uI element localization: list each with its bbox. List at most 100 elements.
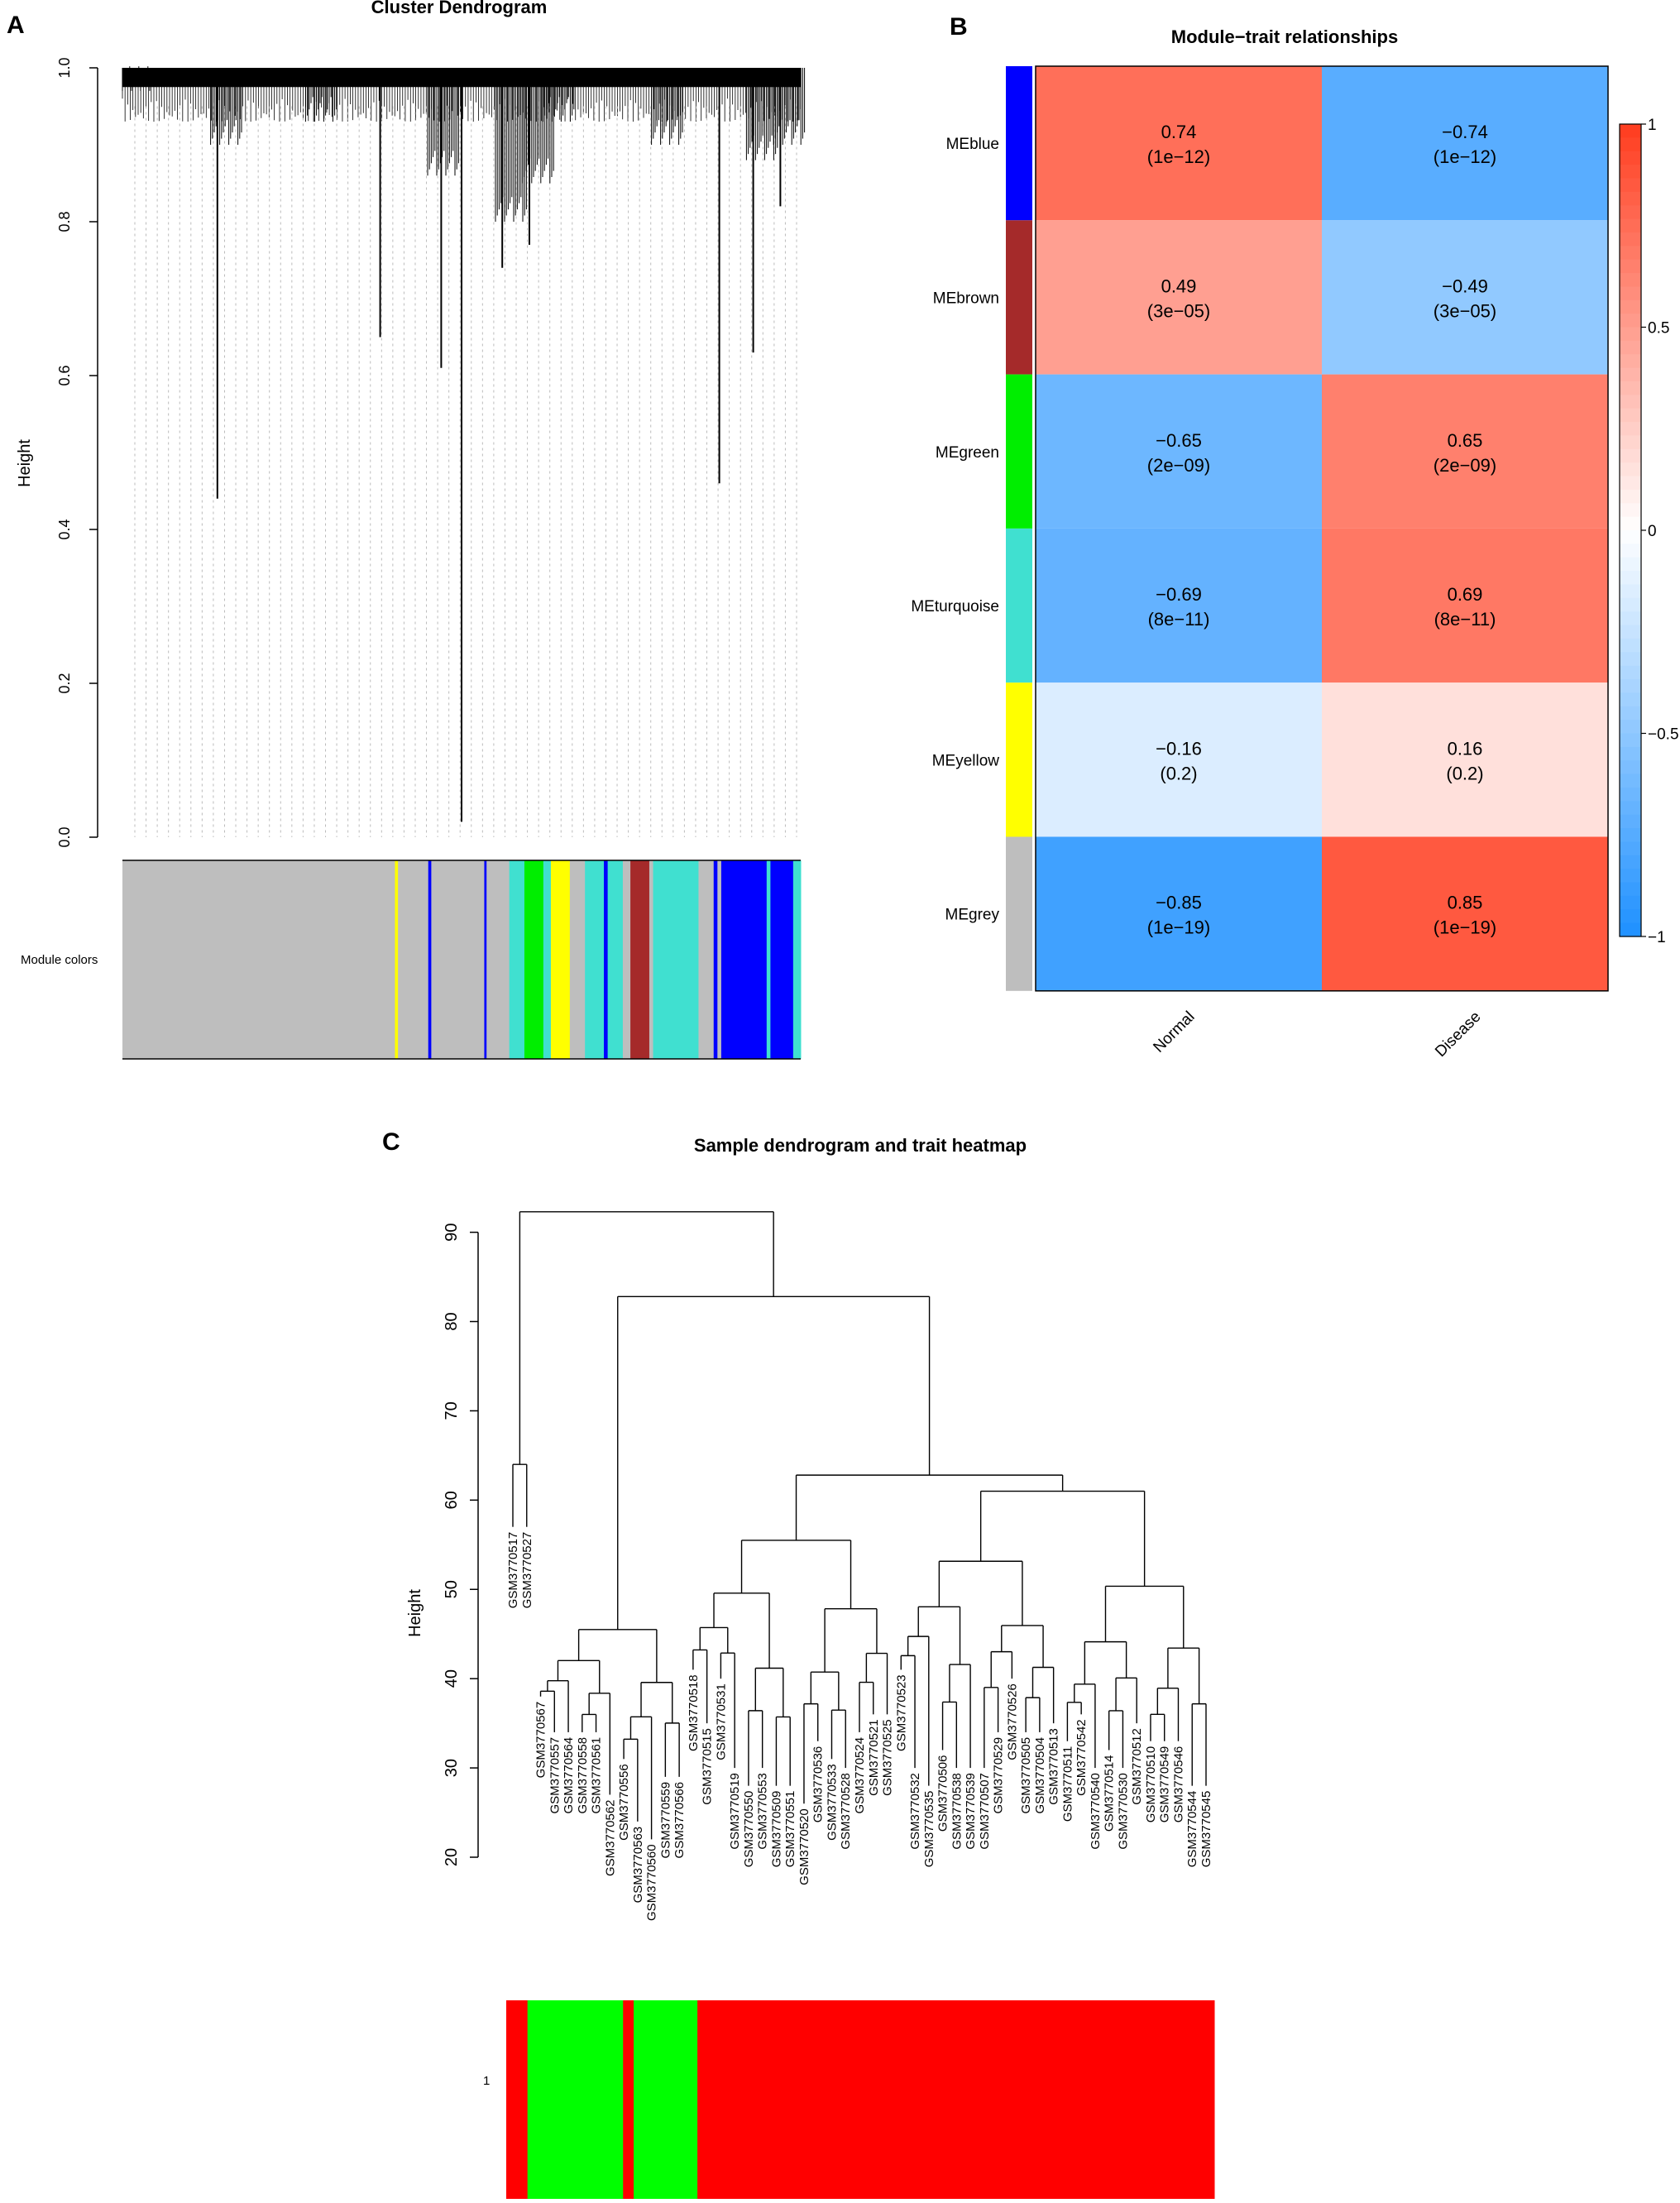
sample-label: GSM3770538	[950, 1773, 964, 1850]
module-color-blue	[484, 860, 487, 1059]
cell-pvalue: (1e−12)	[1147, 146, 1210, 167]
colorbar-step	[1620, 395, 1641, 409]
row-color-swatch	[1006, 66, 1032, 221]
colorbar-step	[1620, 530, 1641, 544]
heatmap-cell	[1036, 836, 1322, 991]
colorbar-step	[1620, 679, 1641, 693]
colorbar-step	[1620, 597, 1641, 612]
heatmap-cell	[1322, 374, 1608, 529]
colorbar-step	[1620, 720, 1641, 735]
colorbar-step	[1620, 544, 1641, 558]
colorbar-step	[1620, 855, 1641, 869]
cell-pvalue: (0.2)	[1446, 763, 1483, 783]
cell-pvalue: (1e−19)	[1434, 917, 1496, 938]
colorbar-step	[1620, 706, 1641, 721]
y-tick-label: 80	[443, 1312, 461, 1330]
row-color-swatch	[1006, 374, 1032, 529]
heatmap-cell	[1036, 528, 1322, 683]
heatmap-cell	[1322, 836, 1608, 991]
sample-label: GSM3770539	[964, 1773, 978, 1850]
trait-row-label: 1	[483, 2074, 490, 2088]
colorbar-step	[1620, 828, 1641, 843]
module-color-blue	[604, 860, 609, 1059]
sample-label: GSM3770524	[853, 1737, 867, 1814]
sample-label: GSM3770513	[1047, 1728, 1061, 1805]
module-color-blue	[713, 860, 718, 1059]
colorbar-step	[1620, 571, 1641, 586]
cell-pvalue: (0.2)	[1160, 763, 1197, 783]
module-color-brown	[630, 860, 650, 1059]
correlation-colorbar: 1 0.5 0 −0.5 −1	[1619, 117, 1679, 946]
sample-dendrogram	[512, 1211, 1207, 1840]
module-color-bar	[122, 860, 802, 1060]
y-tick-label: 0.2	[56, 673, 73, 693]
y-tick-label: 0.8	[56, 211, 73, 232]
heatmap-cell	[1322, 220, 1608, 375]
colorbar-step	[1620, 381, 1641, 395]
sample-label: GSM3770520	[797, 1808, 811, 1885]
colorbar-tick-label: 1	[1648, 117, 1657, 134]
column-label: Normal	[1150, 1008, 1198, 1056]
module-color-grey	[622, 860, 631, 1059]
colorbar-step	[1620, 787, 1641, 802]
module-trait-heatmap: MEblue 0.74 (1e−12) −0.74 (1e−12) MEbrown 0.49…	[911, 65, 1609, 1061]
module-color-green	[524, 860, 544, 1059]
panel-c-yaxis: 20 30 40 50 60 70 80 90	[443, 1223, 479, 1866]
y-tick-label: 0.6	[56, 365, 73, 386]
panel-b-title: Module−trait relationships	[1171, 26, 1398, 47]
y-tick-label: 60	[443, 1491, 461, 1509]
sample-label: GSM3770527	[520, 1532, 534, 1609]
colorbar-step	[1620, 922, 1641, 937]
colorbar-step	[1620, 354, 1641, 369]
module-color-turquoise	[607, 860, 624, 1059]
cell-pvalue: (2e−09)	[1147, 455, 1210, 476]
colorbar-step	[1620, 367, 1641, 382]
module-color-blue	[720, 860, 768, 1059]
sample-label: GSM3770546	[1171, 1746, 1185, 1823]
heatmap-border	[1035, 65, 1609, 992]
colorbar-step	[1620, 692, 1641, 707]
colorbar-step	[1620, 286, 1641, 301]
sample-label: GSM3770542	[1075, 1719, 1089, 1796]
heatmap-cell	[1036, 682, 1322, 837]
colorbar-step	[1620, 299, 1641, 314]
sample-label: GSM3770519	[728, 1773, 742, 1850]
colorbar-step	[1620, 259, 1641, 274]
trait-segment-lime	[634, 2000, 698, 2199]
sample-label: GSM3770567	[534, 1702, 548, 1779]
heatmap-cell	[1036, 374, 1322, 529]
y-tick-label: 1.0	[56, 57, 73, 78]
sample-label: GSM3770509	[769, 1791, 783, 1868]
sample-label: GSM3770556	[617, 1764, 631, 1841]
row-color-swatch	[1006, 528, 1032, 683]
colorbar-step	[1620, 557, 1641, 572]
cell-value: 0.49	[1161, 275, 1197, 296]
panel-letter-a: A	[7, 12, 25, 39]
module-color-grey	[569, 860, 586, 1059]
cell-value: 0.69	[1448, 584, 1483, 605]
colorbar-step	[1620, 435, 1641, 450]
sample-label: GSM3770533	[825, 1764, 839, 1841]
colorbar-step	[1620, 503, 1641, 518]
colorbar-step	[1620, 476, 1641, 491]
colorbar-tick-label: −1	[1648, 929, 1666, 946]
module-color-grey	[431, 860, 485, 1059]
colorbar-step	[1620, 218, 1641, 233]
cell-value: −0.69	[1156, 584, 1202, 605]
colorbar-step	[1620, 448, 1641, 463]
heatmap-cell	[1036, 66, 1322, 221]
sample-label: GSM3770525	[881, 1719, 895, 1796]
trait-segment-lime	[527, 2000, 624, 2199]
sample-label: GSM3770507	[978, 1773, 992, 1850]
colorbar-tick-label: 0.5	[1648, 320, 1669, 338]
sample-label: GSM3770564	[562, 1737, 576, 1814]
cell-value: 0.74	[1161, 122, 1197, 142]
module-color-grey	[717, 860, 722, 1059]
cluster-dendrogram	[122, 66, 806, 837]
module-colors-label: Module colors	[21, 953, 98, 967]
sample-label: GSM3770506	[936, 1755, 950, 1832]
sample-label: GSM3770523	[894, 1674, 908, 1751]
colorbar-step	[1620, 665, 1641, 680]
y-tick-label: 20	[443, 1848, 461, 1866]
